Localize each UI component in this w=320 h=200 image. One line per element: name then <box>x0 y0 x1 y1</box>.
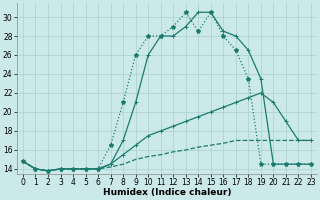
X-axis label: Humidex (Indice chaleur): Humidex (Indice chaleur) <box>103 188 231 197</box>
